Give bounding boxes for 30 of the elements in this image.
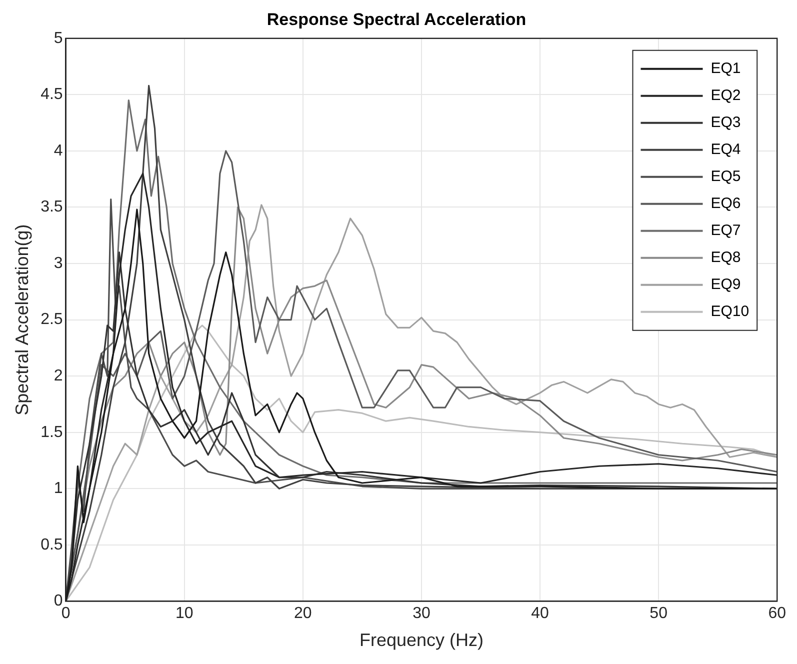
y-tick-label: 0 [54,592,63,610]
x-tick-label: 40 [531,605,550,622]
x-tick-label: 30 [412,605,430,622]
legend-label: EQ5 [710,168,741,186]
x-tick-label: 60 [768,605,786,622]
y-tick-label: 4.5 [40,86,63,104]
legend-label: EQ9 [710,276,741,294]
y-tick-label: 3 [54,254,63,272]
y-axis-title: Spectral Acceleration(g) [12,224,32,416]
legend-label: EQ10 [710,303,750,320]
y-tick-label: 4 [54,142,63,160]
legend-label: EQ8 [710,249,741,266]
x-tick-label: 20 [294,605,312,622]
chart-title: Response Spectral Acceleration [266,10,526,29]
x-tick-label: 50 [650,605,668,622]
y-tick-label: 3.5 [40,198,63,216]
y-tick-label: 2 [54,367,63,384]
x-tick-label: 10 [175,605,194,622]
legend-label: EQ2 [710,87,741,104]
legend-label: EQ3 [710,114,741,132]
y-tick-label: 5 [54,30,63,47]
x-axis-title: Frequency (Hz) [359,630,484,650]
y-tick-label: 1 [54,480,63,498]
y-tick-label: 0.5 [40,536,63,554]
legend-label: EQ4 [710,141,741,158]
legend-label: EQ6 [710,195,741,212]
legend-label: EQ7 [710,222,741,240]
legend-label: EQ1 [710,60,741,78]
y-tick-label: 1.5 [40,424,63,441]
y-tick-label: 2.5 [40,311,63,328]
